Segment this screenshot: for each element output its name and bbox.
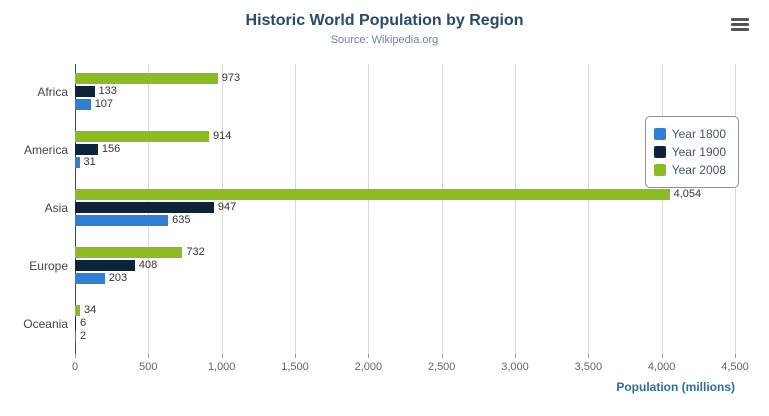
bar-africa-year-2008[interactable]	[75, 73, 218, 84]
bar-value-label: 31	[83, 156, 96, 168]
x-tick-mark	[735, 354, 736, 358]
category-label: America	[23, 143, 68, 157]
hamburger-line	[731, 23, 749, 26]
x-tick-label: 2,500	[427, 361, 456, 373]
bar-value-label: 6	[80, 317, 87, 329]
legend-swatch-icon	[653, 146, 666, 158]
legend-swatch-icon	[653, 128, 666, 140]
bar-asia-year-1800[interactable]	[75, 215, 169, 226]
x-tick-mark	[588, 354, 590, 358]
gridline	[221, 64, 223, 354]
category-label: Africa	[37, 85, 68, 99]
bar-value-label: 203	[108, 272, 128, 284]
bar-value-label: 156	[101, 143, 121, 155]
hamburger-line	[731, 28, 749, 31]
x-tick-mark	[295, 354, 296, 358]
bar-america-year-2008[interactable]	[75, 131, 210, 142]
legend-item-year-1800[interactable]: Year 1800	[653, 127, 726, 141]
bar-oceania-year-1800[interactable]	[75, 331, 76, 342]
x-tick-mark	[515, 354, 516, 358]
legend-swatch-icon	[653, 164, 666, 176]
bar-africa-year-1900[interactable]	[75, 86, 95, 97]
x-tick-mark	[75, 354, 76, 358]
bar-value-label: 34	[83, 304, 97, 316]
gridline	[441, 64, 443, 354]
category-label: Oceania	[23, 317, 68, 331]
x-axis-title: Population (millions)	[616, 380, 735, 394]
legend-item-label: Year 1800	[671, 127, 726, 141]
x-tick-mark	[441, 354, 443, 358]
hamburger-line	[731, 18, 749, 21]
bar-oceania-year-1900[interactable]	[75, 318, 76, 329]
hamburger-menu-icon[interactable]	[731, 18, 749, 32]
x-tick-label: 2,000	[354, 361, 383, 373]
gridline	[368, 64, 370, 354]
bar-value-label: 408	[138, 259, 158, 271]
bar-value-label: 914	[213, 130, 232, 142]
chart-title: Historic World Population by Region	[245, 12, 524, 29]
x-tick-mark	[148, 354, 150, 358]
bar-value-label: 635	[172, 214, 191, 226]
legend-item-year-1900[interactable]: Year 1900	[653, 145, 726, 159]
legend-item-label: Year 1900	[671, 145, 726, 159]
bar-value-label: 107	[94, 98, 114, 110]
legend: Year 1800 Year 1900 Year 2008	[644, 116, 739, 188]
bar-value-label: 4,054	[673, 188, 702, 200]
bar-oceania-year-2008[interactable]	[75, 305, 80, 316]
bar-asia-year-1900[interactable]	[75, 202, 214, 213]
x-tick-mark	[368, 354, 370, 358]
x-tick-label: 1,500	[281, 361, 309, 373]
gridline	[295, 64, 296, 354]
bar-value-label: 2	[80, 330, 87, 342]
gridline	[588, 64, 590, 354]
bar-value-label: 973	[221, 72, 241, 84]
bar-europe-year-1900[interactable]	[75, 260, 135, 271]
category-label: Asia	[44, 201, 68, 215]
x-tick-label: 0	[71, 361, 79, 373]
bar-value-label: 133	[98, 85, 117, 97]
x-tick-label: 4,000	[647, 361, 676, 373]
x-tick-label: 4,500	[721, 361, 749, 373]
bar-asia-year-2008[interactable]	[75, 189, 670, 200]
bar-value-label: 732	[186, 246, 205, 258]
bar-value-label: 947	[217, 201, 237, 213]
x-tick-label: 3,000	[501, 361, 529, 373]
x-tick-mark	[221, 354, 223, 358]
x-tick-label: 3,500	[574, 361, 603, 373]
legend-item-label: Year 2008	[671, 163, 726, 177]
bar-africa-year-1800[interactable]	[75, 99, 91, 110]
bar-america-year-1900[interactable]	[75, 144, 98, 155]
bar-europe-year-1800[interactable]	[75, 273, 105, 284]
legend-item-year-2008[interactable]: Year 2008	[653, 163, 726, 177]
bar-europe-year-2008[interactable]	[75, 247, 183, 258]
bar-america-year-1800[interactable]	[75, 157, 80, 168]
chart-subtitle: Source: Wikipedia.org	[330, 34, 439, 46]
x-tick-mark	[661, 354, 663, 358]
gridline	[515, 64, 516, 354]
x-tick-label: 500	[139, 361, 158, 373]
gridline	[661, 64, 663, 354]
x-tick-label: 1,000	[207, 361, 236, 373]
gridline	[735, 64, 736, 354]
category-label: Europe	[29, 259, 68, 273]
plot-area: 973 133 107 914 156 31 4,054 947 635 732 408 203 34 6…	[75, 64, 736, 354]
